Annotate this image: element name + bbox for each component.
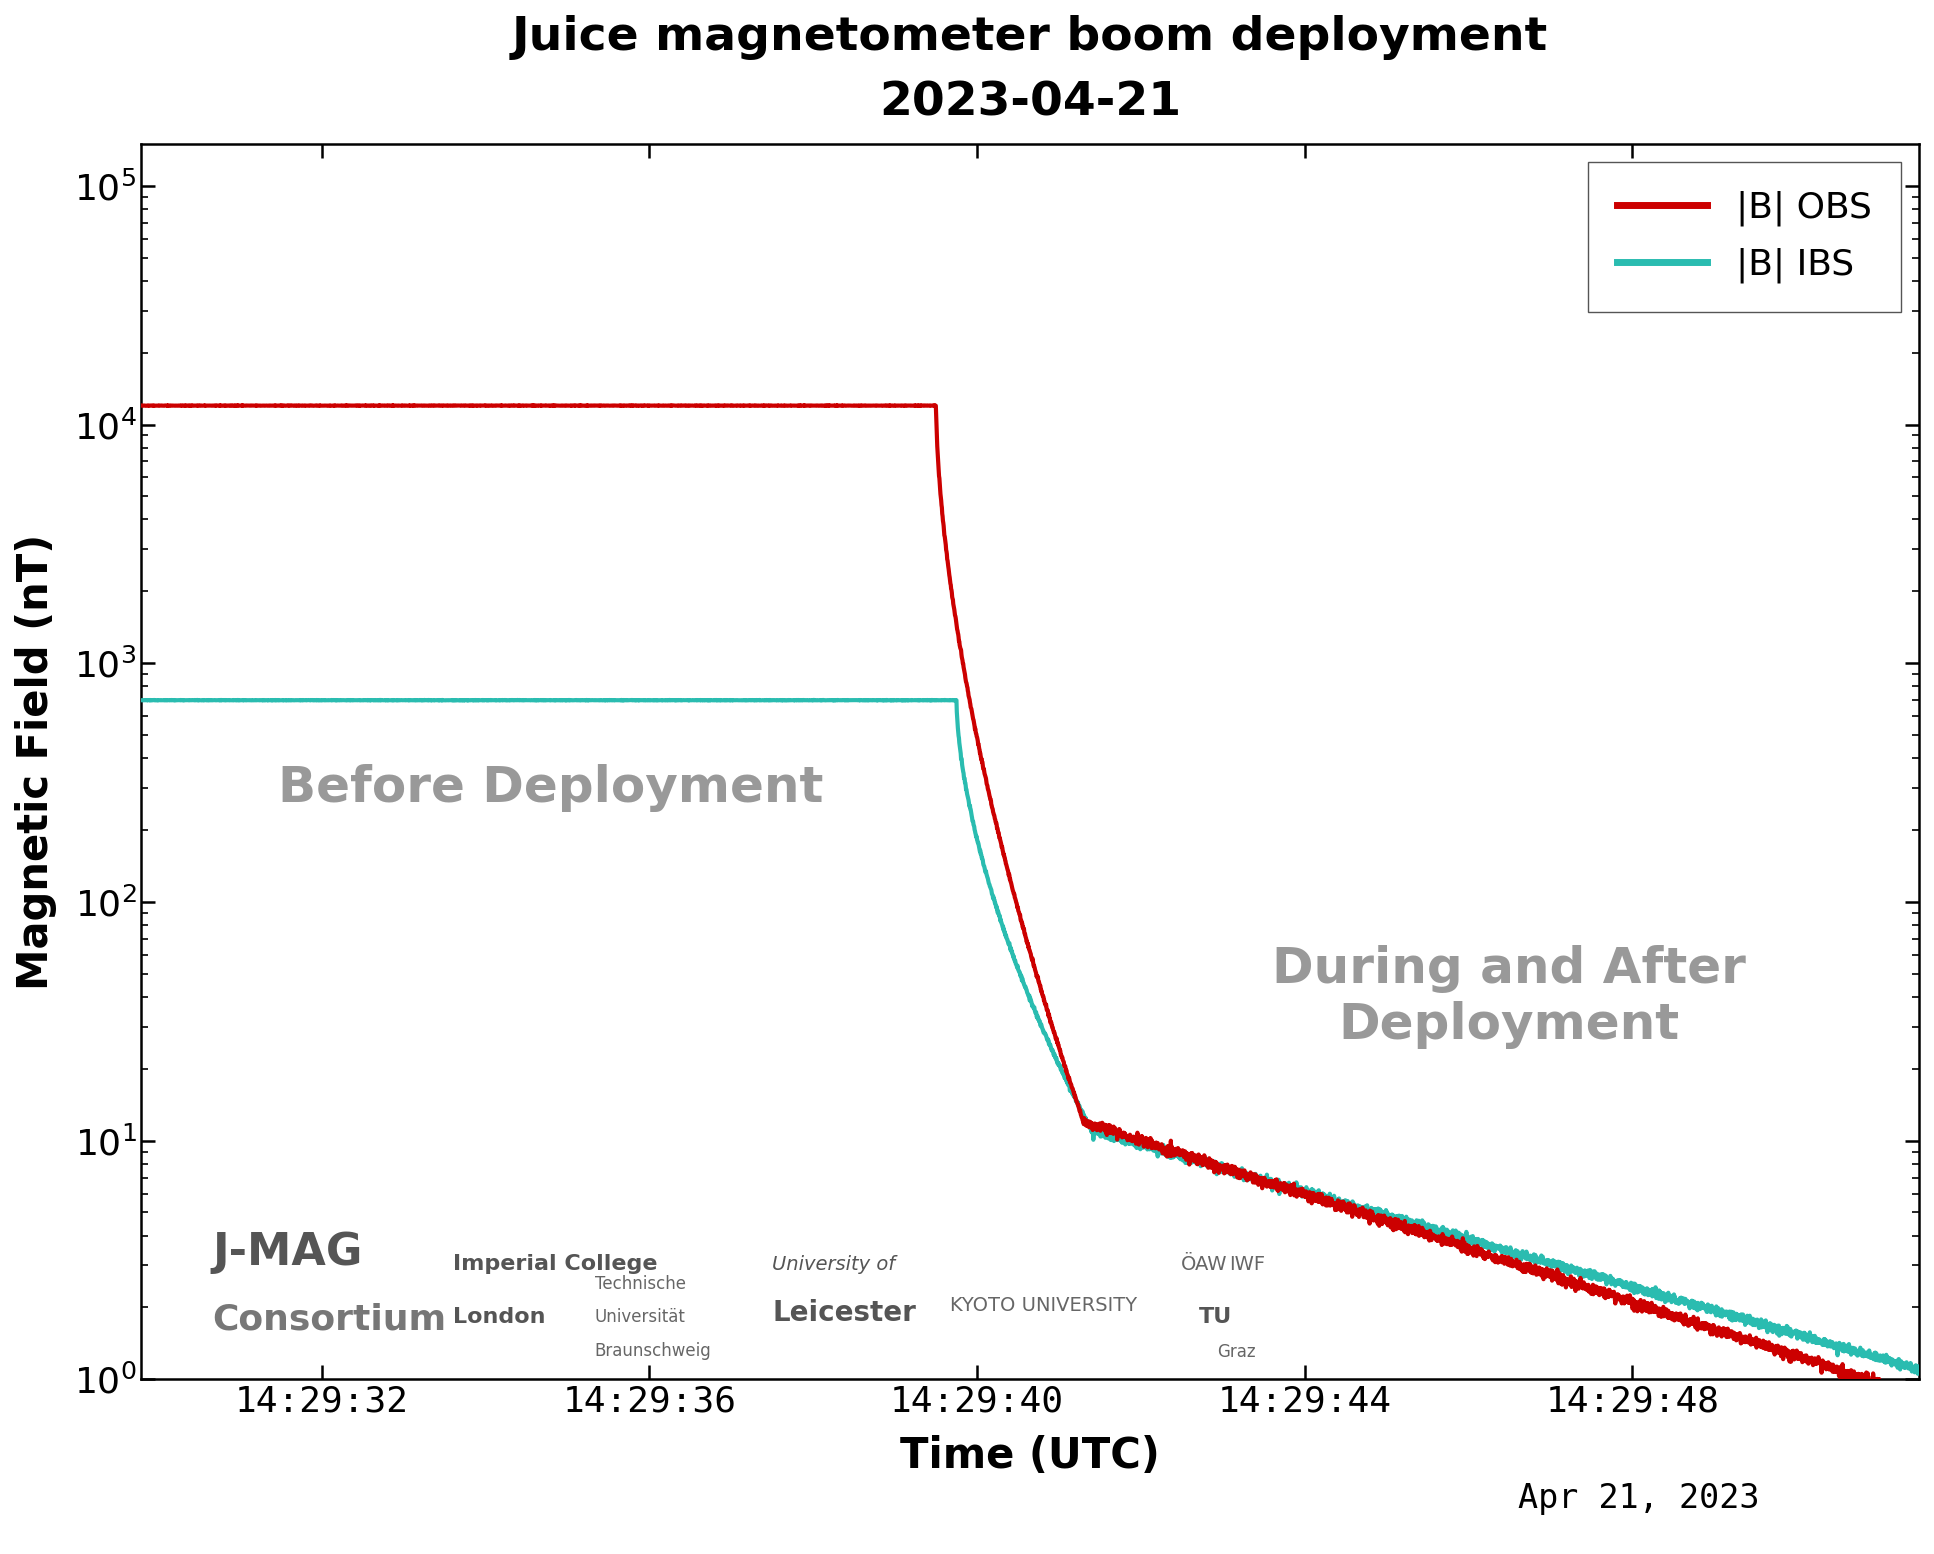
Text: Technische: Technische	[596, 1274, 687, 1293]
|B| IBS	[803, 690, 826, 709]
Text: Leicester: Leicester	[772, 1299, 917, 1327]
|B| IBS	[130, 692, 153, 710]
|B| OBS	[1592, 1285, 1615, 1304]
Text: IWF: IWF	[1230, 1256, 1265, 1274]
X-axis label: Time (UTC): Time (UTC)	[901, 1434, 1160, 1476]
Line: |B| IBS: |B| IBS	[141, 699, 1919, 1374]
Text: University of: University of	[772, 1256, 895, 1274]
Text: Graz: Graz	[1216, 1343, 1255, 1361]
|B| IBS	[1907, 1358, 1930, 1377]
|B| OBS	[1456, 1242, 1480, 1260]
|B| OBS	[808, 396, 832, 415]
Legend: |B| OBS, |B| IBS: |B| OBS, |B| IBS	[1588, 162, 1901, 312]
|B| OBS	[1907, 1389, 1930, 1408]
Text: Before Deployment: Before Deployment	[278, 765, 824, 813]
|B| IBS	[1907, 1364, 1930, 1383]
Text: Imperial College: Imperial College	[453, 1254, 658, 1274]
|B| IBS	[453, 690, 476, 709]
Title: Juice magnetometer boom deployment
2023-04-21: Juice magnetometer boom deployment 2023-…	[513, 16, 1549, 126]
Text: TU: TU	[1199, 1307, 1232, 1327]
Text: J-MAG: J-MAG	[213, 1231, 364, 1274]
Text: Universität: Universität	[596, 1308, 687, 1326]
|B| IBS	[1592, 1268, 1615, 1287]
Text: KYOTO UNIVERSITY: KYOTO UNIVERSITY	[950, 1296, 1137, 1315]
|B| OBS	[1286, 1181, 1309, 1200]
|B| IBS	[1286, 1186, 1309, 1204]
Text: London: London	[453, 1307, 545, 1327]
Text: Braunschweig: Braunschweig	[596, 1341, 712, 1360]
|B| IBS	[1456, 1231, 1480, 1249]
Text: During and After
Deployment: During and After Deployment	[1273, 945, 1746, 1049]
Line: |B| OBS: |B| OBS	[141, 406, 1919, 1400]
|B| IBS	[1197, 1150, 1220, 1169]
|B| OBS	[453, 396, 476, 415]
Y-axis label: Magnetic Field (nT): Magnetic Field (nT)	[15, 533, 56, 990]
|B| OBS	[1197, 1153, 1220, 1172]
|B| OBS	[205, 396, 228, 415]
|B| OBS	[130, 396, 153, 415]
Text: Consortium: Consortium	[213, 1302, 447, 1336]
Text: Apr 21, 2023: Apr 21, 2023	[1518, 1483, 1760, 1515]
|B| IBS	[808, 690, 832, 709]
Text: ÖAW: ÖAW	[1182, 1256, 1228, 1274]
|B| OBS	[1905, 1391, 1928, 1409]
